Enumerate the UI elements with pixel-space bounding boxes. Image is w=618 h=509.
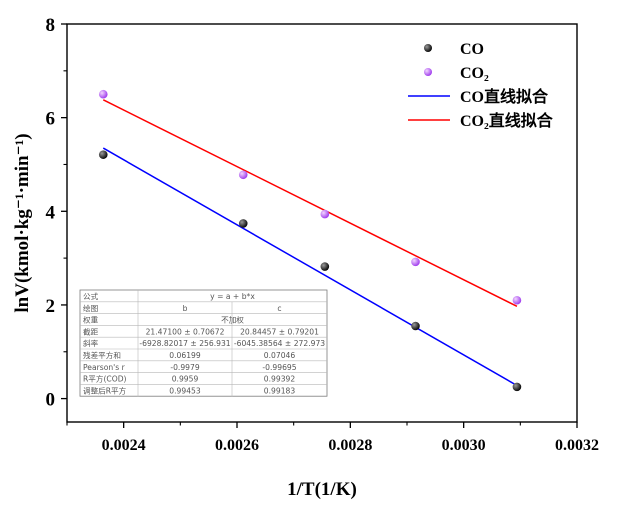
legend-label-0: CO: [460, 41, 484, 58]
data-points: [98, 89, 522, 392]
table-cell-8-0: 调整后R平方: [83, 385, 127, 395]
legend-marker-0: [424, 44, 432, 52]
legend-label-2: CO直线拟合: [460, 87, 549, 106]
table-cell-4-0: 斜率: [83, 338, 99, 348]
table-cell-5-1: 0.06199: [169, 351, 201, 360]
legend-label-3: CO₂直线拟合: [460, 111, 554, 130]
table-cell-3-2: 20.84457 ± 0.79201: [240, 327, 319, 336]
table-frame: [79, 289, 328, 397]
x-tick-label-3: 0.0030: [442, 437, 486, 454]
table-cell-6-2: -0.99695: [262, 363, 296, 372]
legend-label-1: CO₂: [460, 65, 489, 82]
fit-line-0: [102, 147, 518, 387]
y-tick-label-2: 4: [46, 202, 56, 223]
co2-point-2: [320, 209, 330, 219]
table-cell-2-1: 不加权: [221, 315, 244, 325]
co-point-4: [512, 382, 522, 392]
fit-lines: [102, 99, 518, 387]
y-tick-label-4: 8: [46, 15, 56, 36]
table-cell-3-0: 截距: [83, 326, 99, 336]
x-tick-label-0: 0.0024: [102, 437, 146, 454]
co-point-0: [98, 150, 108, 159]
table-cell-7-0: R平方(COD): [83, 374, 127, 384]
y-tick-label-1: 2: [46, 296, 56, 317]
fit-line-1: [102, 99, 518, 308]
table-cell-6-0: Pearson's r: [83, 363, 126, 372]
table-cell-8-2: 0.99183: [264, 386, 296, 395]
table-cell-1-1: b: [183, 304, 188, 313]
co2-point-0: [98, 89, 108, 99]
table-cell-2-0: 权重: [83, 315, 99, 325]
table-cell-8-1: 0.99453: [169, 386, 201, 395]
table-cell-4-2: -6045.38564 ± 272.973: [234, 339, 325, 348]
plot-frame: [66, 23, 578, 423]
axis-ticks: 0.0024 0.0026 0.0028 0.0030 0.0032 0 2 4 6 8: [46, 15, 600, 454]
co2-point-4: [512, 295, 522, 305]
table-cell-3-1: 21.47100 ± 0.70672: [146, 327, 225, 336]
co-point-1: [238, 219, 248, 228]
x-tick-label-4: 0.0032: [555, 437, 599, 454]
table-cell-6-1: -0.9979: [170, 363, 199, 372]
co2-point-3: [411, 257, 420, 267]
y-axis-label: lnV(kmol·kg⁻¹·min⁻¹): [12, 133, 33, 312]
table-cell-4-1: -6928.82017 ± 256.931: [139, 339, 230, 348]
table-cell-7-1: 0.9959: [172, 375, 199, 384]
table-cell-1-0: 绘图: [83, 303, 98, 313]
x-tick-label-2: 0.0028: [328, 437, 372, 454]
table-cell-1-2: c: [277, 304, 281, 313]
table-cell-7-2: 0.99392: [264, 375, 296, 384]
legend: CO CO₂ CO直线拟合 CO₂直线拟合: [408, 41, 554, 130]
co-point-3: [411, 321, 420, 331]
table-cell-5-2: 0.07046: [264, 351, 296, 360]
table-cell-5-0: 残差平方和: [83, 350, 121, 360]
table-cell-0-0: 公式: [83, 291, 99, 301]
x-axis-label: 1/T(1/K): [287, 479, 357, 500]
y-tick-label-0: 0: [46, 390, 56, 411]
co2-point-1: [238, 170, 248, 180]
y-tick-label-3: 6: [46, 109, 56, 130]
table-cell-0-1: y = a + b*x: [210, 292, 255, 301]
co-point-2: [320, 262, 330, 271]
x-tick-label-1: 0.0026: [215, 437, 259, 454]
legend-marker-1: [424, 68, 432, 76]
